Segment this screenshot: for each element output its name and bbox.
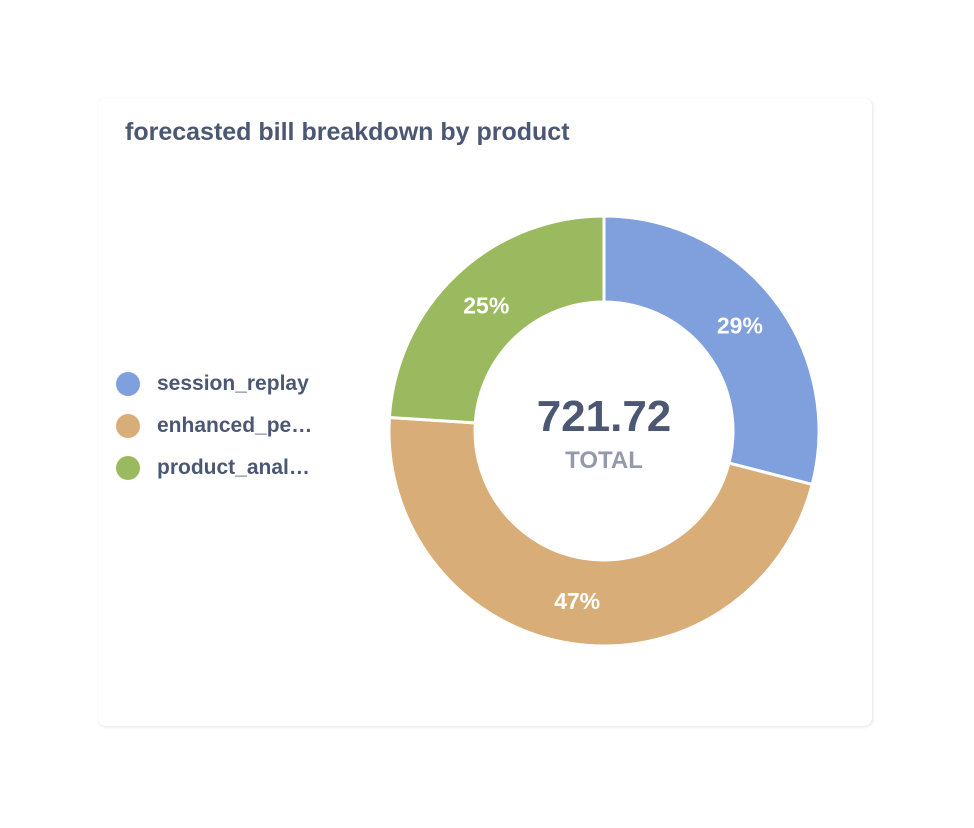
legend-swatch-enhanced: [116, 414, 140, 438]
legend-swatch-session-replay: [116, 372, 140, 396]
legend-label-product-analytics: product_anal…: [157, 456, 310, 479]
legend-item-enhanced[interactable]: enhanced_pe…: [116, 412, 312, 440]
donut-slice-2[interactable]: [387, 214, 606, 425]
card-title[interactable]: forecasted bill breakdown by product: [125, 118, 570, 146]
chart-legend: session_replay enhanced_pe… product_anal…: [116, 370, 312, 496]
donut-slice-0[interactable]: [602, 214, 821, 487]
legend-item-session-replay[interactable]: session_replay: [116, 370, 312, 398]
donut-slice-1[interactable]: [387, 415, 815, 648]
legend-label-session-replay: session_replay: [157, 372, 309, 395]
donut-slices: [387, 214, 821, 648]
legend-label-enhanced: enhanced_pe…: [157, 414, 313, 437]
legend-item-product-analytics[interactable]: product_anal…: [116, 454, 312, 482]
legend-swatch-product-analytics: [116, 456, 140, 480]
